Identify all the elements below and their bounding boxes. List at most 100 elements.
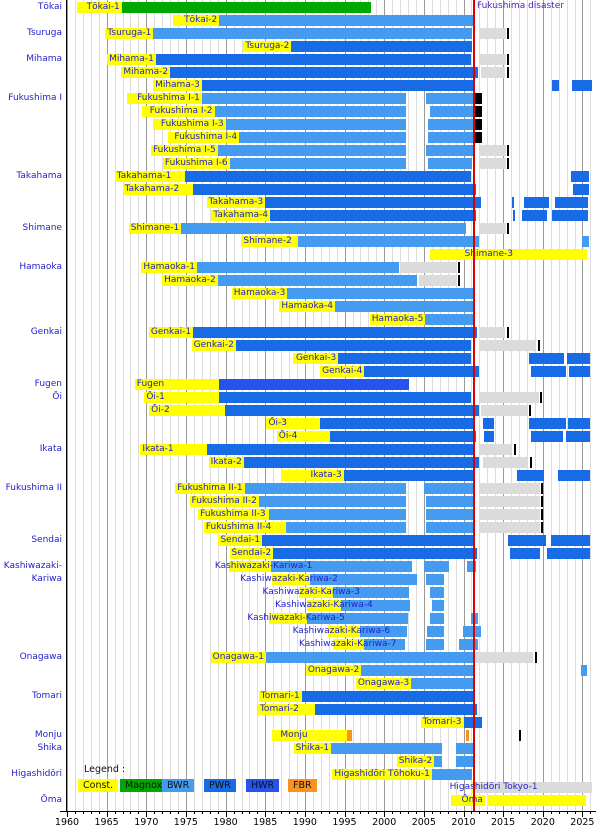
axis-tick-2025 — [582, 811, 584, 817]
legend-item-bwr: BWR — [162, 779, 195, 792]
bar-segment-p — [546, 548, 590, 559]
decommission-tick — [529, 405, 532, 416]
axis-tick-1985 — [265, 811, 267, 817]
legend-item-magnox: Magnox — [120, 779, 168, 792]
bar-segment-f — [465, 730, 470, 741]
decommission-tick — [507, 158, 510, 169]
bar-segment-b — [182, 106, 406, 117]
axis-tick-1971 — [154, 811, 156, 814]
axis-tick-2015 — [503, 811, 505, 817]
axis-year-label: 1975 — [173, 817, 198, 825]
bar-segment-b — [430, 106, 473, 117]
axis-year-label: 1965 — [94, 817, 119, 825]
station-label: Tōkai — [37, 2, 62, 12]
axis-tick-1982 — [241, 811, 243, 814]
station-label: Fukushima I — [8, 93, 62, 103]
bar-segment-b — [427, 132, 473, 143]
reactor-label: Takahama-4 — [211, 210, 270, 221]
decommission-tick — [457, 275, 460, 286]
station-label: Fukushima II — [5, 483, 62, 493]
axis-tick-1986 — [273, 811, 275, 814]
reactor-label: Onagawa-2 — [305, 665, 362, 676]
decommission-tick — [507, 223, 510, 234]
bar-segment-b — [307, 613, 408, 624]
bar-segment-b — [426, 496, 473, 507]
bar-segment-c — [166, 392, 220, 403]
bar-segment-k — [473, 119, 482, 130]
bar-segment-g — [478, 496, 540, 507]
reactor-label: Fukushima I-1 — [135, 93, 202, 104]
bar-segment-b — [195, 119, 406, 130]
axis-tick-1999 — [376, 811, 378, 814]
bar-segment-b — [212, 145, 406, 156]
legend-item-const: Const. — [78, 779, 119, 792]
axis-tick-1989 — [297, 811, 298, 814]
bar-segment-b — [333, 587, 409, 598]
reactor-label: Shimane-1 — [128, 223, 182, 234]
bar-segment-b — [147, 28, 473, 39]
reactor-label: Tōkai-2 — [182, 15, 220, 26]
bar-segment-g — [473, 782, 592, 793]
bar-segment-b — [155, 93, 406, 104]
decommission-tick — [519, 730, 521, 741]
bar-segment-g — [478, 158, 506, 169]
bar-segment-b — [426, 639, 445, 650]
axis-year-label: 1970 — [134, 817, 159, 825]
axis-tick-1966 — [114, 811, 116, 814]
bar-segment-p — [516, 470, 544, 481]
axis-year-label: 2025 — [570, 817, 595, 825]
reactor-label: Genkai-4 — [320, 366, 365, 377]
bar-segment-b — [426, 145, 473, 156]
reactor-label: Onagawa-1 — [210, 652, 266, 663]
bar-segment-b — [216, 132, 406, 143]
bar-segment-g — [478, 145, 506, 156]
reactor-label: Hamaoka-4 — [279, 301, 335, 312]
reactor-label: Ōi-3 — [266, 418, 289, 429]
station-label: Higashidōri — [11, 769, 62, 779]
axis-tick-1970 — [146, 811, 148, 817]
bar-segment-p — [512, 210, 515, 221]
bar-segment-g — [475, 652, 534, 663]
axis-tick-1974 — [178, 811, 179, 814]
axis-year-label: 1960 — [54, 817, 80, 825]
axis-tick-1961 — [74, 811, 76, 814]
bar-segment-g — [478, 340, 537, 351]
bar-segment-f — [346, 730, 353, 741]
reactor-label: Tsuruga-2 — [243, 41, 292, 52]
bar-segment-p — [207, 444, 474, 455]
bar-segment-b — [580, 665, 588, 676]
axis-tick-2018 — [526, 811, 528, 814]
station-label: Mihama — [26, 54, 62, 64]
fukushima-disaster-label: Fukushima disaster — [477, 1, 564, 11]
grid-line-1963 — [90, 0, 92, 811]
reactor-label: Ōma — [459, 795, 485, 806]
bar-segment-p — [462, 717, 483, 728]
bar-segment-g — [482, 457, 528, 468]
bar-segment-p — [269, 210, 477, 221]
axis-tick-2020 — [542, 811, 544, 817]
grid-line-2022 — [558, 0, 560, 811]
bar-segment-c — [228, 561, 271, 572]
axis-tick-1996 — [352, 811, 354, 814]
axis-year-label: 2020 — [530, 817, 555, 825]
axis-tick-2010 — [463, 811, 465, 817]
axis-year-label: 1995 — [332, 817, 357, 825]
bar-segment-b — [286, 288, 474, 299]
bar-segment-g — [478, 223, 506, 234]
axis-tick-1988 — [289, 811, 290, 814]
bar-segment-b — [427, 626, 445, 637]
bar-segment-b — [359, 626, 408, 637]
reactor-label: Hamaoka-1 — [141, 262, 197, 273]
axis-tick-2026 — [590, 811, 592, 814]
bar-segment-b — [270, 561, 412, 572]
axis-tick-2004 — [415, 811, 417, 814]
axis-tick-1991 — [312, 811, 314, 814]
bar-segment-p — [185, 171, 471, 182]
bar-segment-c — [486, 795, 587, 806]
reactor-label: Takahama-3 — [206, 197, 266, 208]
bar-segment-p — [315, 704, 477, 715]
reactor-label: Fukushima II-2 — [189, 496, 259, 507]
axis-tick-1969 — [138, 811, 140, 814]
station-label: Takahama — [16, 171, 62, 181]
